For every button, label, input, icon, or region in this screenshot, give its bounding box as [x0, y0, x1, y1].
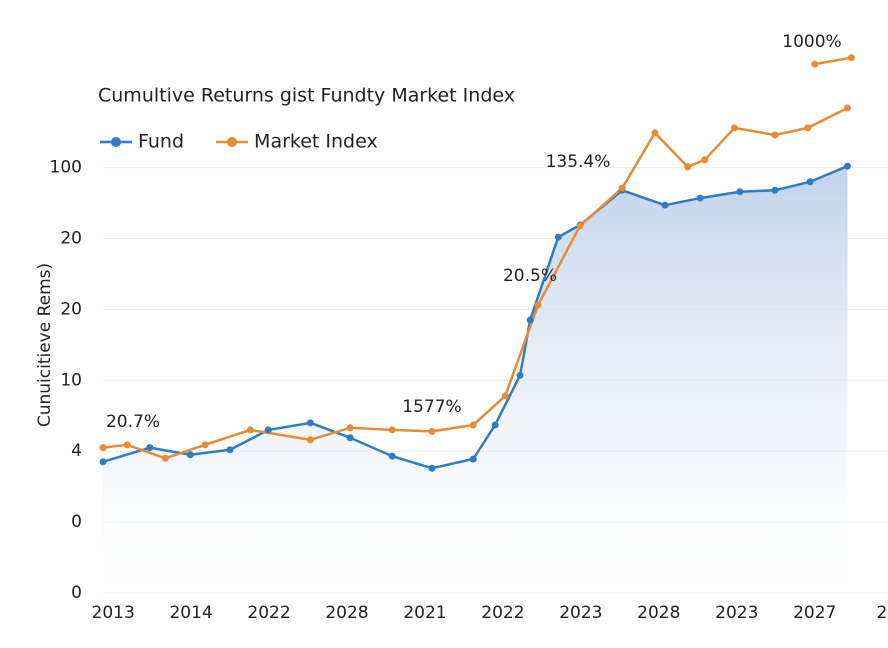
- y-tick-label: 100: [50, 158, 82, 178]
- x-tick-label: 2023: [715, 603, 758, 623]
- point: [123, 441, 131, 449]
- x-tick-label: 2013: [92, 603, 135, 623]
- y-tick-label: 0: [71, 583, 82, 603]
- x-tick-label: 2022: [481, 603, 524, 623]
- chart-title: Cumultive Returns gist Fundty Market Ind…: [98, 85, 515, 107]
- point: [771, 131, 779, 139]
- y-tick-label: 4: [71, 441, 82, 461]
- point: [806, 178, 814, 186]
- point: [534, 301, 542, 309]
- point: [696, 194, 704, 202]
- y-tick-label: 20: [60, 229, 82, 249]
- point: [576, 222, 584, 230]
- legend-marker: [111, 137, 121, 147]
- x-tick-label: 202: [876, 603, 888, 623]
- point: [246, 426, 254, 434]
- line: [814, 56, 852, 66]
- point: [388, 452, 396, 460]
- point: [516, 371, 524, 379]
- x-tick-label: 2022: [247, 603, 290, 623]
- point: [701, 156, 709, 164]
- point: [736, 188, 744, 196]
- point: [804, 124, 812, 132]
- point: [651, 129, 659, 137]
- point: [161, 454, 169, 462]
- point: [146, 444, 154, 452]
- x-tick-label: 2021: [403, 603, 446, 623]
- point: [428, 427, 436, 435]
- annotation: 20.7%: [106, 412, 160, 432]
- x-tick-label: 2028: [637, 603, 680, 623]
- point: [730, 124, 738, 132]
- point: [226, 446, 234, 454]
- y-tick-label: 20: [60, 299, 82, 319]
- annotation: 20.5%: [503, 266, 557, 286]
- point: [847, 54, 855, 62]
- point: [771, 186, 779, 194]
- point: [186, 451, 194, 459]
- x-tick-label: 2014: [169, 603, 212, 623]
- point: [264, 426, 272, 434]
- annotation: 1000%: [782, 32, 841, 52]
- point: [99, 444, 107, 452]
- point: [526, 316, 534, 324]
- point: [388, 426, 396, 434]
- y-tick-label: 10: [60, 370, 82, 390]
- point: [346, 434, 354, 442]
- point: [99, 458, 107, 466]
- point: [306, 419, 314, 427]
- point: [201, 441, 209, 449]
- y-axis-label: Cunuicitieve Rems): [35, 263, 55, 427]
- x-tick-label: 2028: [325, 603, 368, 623]
- annotation: 135.4%: [546, 152, 611, 172]
- point: [554, 233, 562, 241]
- legend-marker: [227, 137, 238, 147]
- y-tick-label: 0: [71, 512, 82, 532]
- line: [102, 165, 848, 470]
- point: [469, 455, 477, 463]
- area: [103, 166, 848, 593]
- point: [661, 201, 669, 209]
- point: [469, 421, 477, 429]
- point: [428, 464, 436, 472]
- point: [346, 424, 354, 432]
- legend-label: Fund: [138, 131, 184, 153]
- point: [684, 163, 692, 171]
- annotation: 1577%: [402, 397, 461, 417]
- point: [811, 60, 819, 68]
- point: [843, 104, 851, 112]
- x-tick-label: 2027: [793, 603, 836, 623]
- point: [306, 436, 314, 444]
- point: [843, 162, 851, 170]
- legend-label: Market Index: [254, 131, 378, 153]
- x-tick-label: 2023: [559, 603, 602, 623]
- point: [501, 392, 509, 400]
- point: [618, 184, 626, 192]
- point: [491, 421, 499, 429]
